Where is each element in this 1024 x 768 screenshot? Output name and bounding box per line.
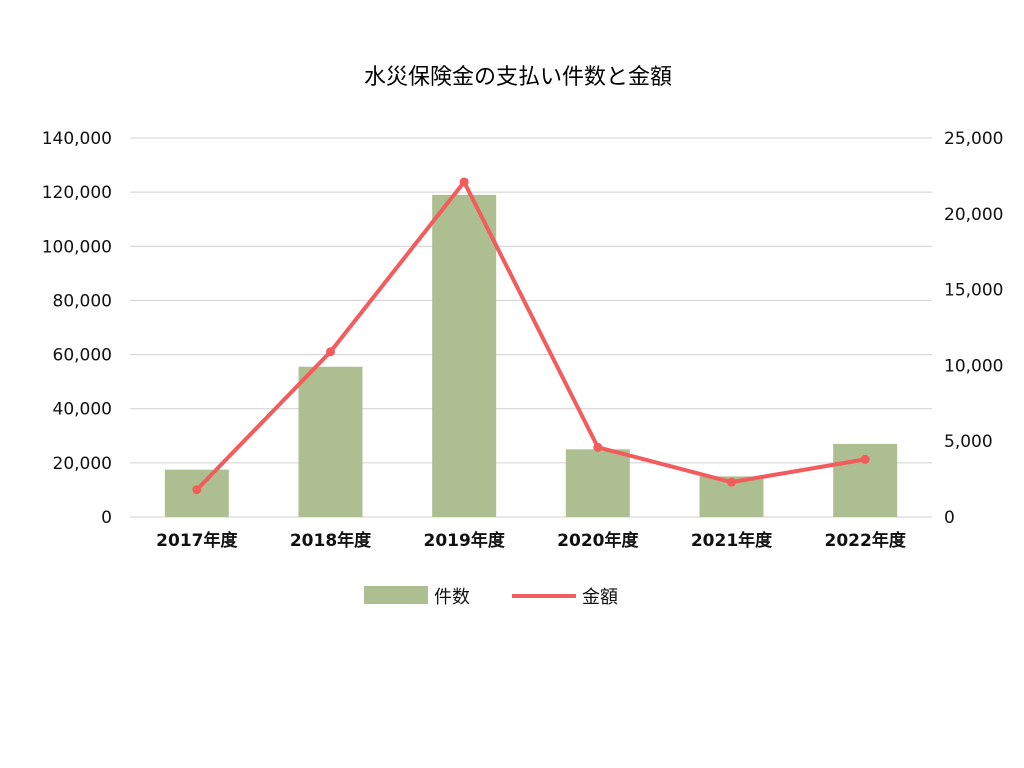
line-point [860,454,870,464]
right-tick-label: 25,000 [944,129,1003,149]
line-point [192,485,202,495]
bar-series [164,194,898,517]
bar [432,194,497,517]
legend-label-line: 金額 [582,587,618,608]
bar [565,449,630,517]
left-tick-label: 120,000 [42,183,112,203]
left-tick-label: 20,000 [53,454,112,474]
bar [298,366,363,517]
category-label: 2021年度 [691,530,773,551]
category-label: 2019年度 [424,530,506,551]
left-tick-label: 80,000 [53,291,112,311]
line-path [195,179,866,492]
category-labels: 2017年度 2018年度 2019年度 2020年度 2021年度 2022年度 [156,530,907,551]
category-label: 2020年度 [557,530,639,551]
line-series [192,177,870,495]
left-tick-label: 0 [101,508,112,528]
line-point [593,442,603,452]
gridlines [130,137,932,518]
category-label: 2022年度 [825,530,907,551]
category-label: 2018年度 [290,530,372,551]
legend-swatch-bar [364,586,428,604]
chart-title: 水災保険金の支払い件数と金額 [364,65,672,90]
left-axis-ticks: 0 20,000 40,000 60,000 80,000 100,000 120,000 1… [42,129,112,528]
right-tick-label: 10,000 [944,356,1003,376]
legend-label-bar: 件数 [434,587,470,608]
right-tick-label: 0 [944,508,955,528]
right-axis-ticks: 0 5,000 10,000 15,000 20,000 25,000 [944,129,1003,528]
left-tick-label: 140,000 [42,129,112,149]
left-tick-label: 100,000 [42,237,112,257]
line-point [326,347,335,357]
right-tick-label: 20,000 [944,205,1003,225]
left-tick-label: 60,000 [53,346,112,366]
category-label: 2017年度 [156,530,238,551]
right-tick-label: 5,000 [944,432,993,452]
line-point [727,477,736,487]
legend: 件数 金額 [364,586,618,608]
bar [833,443,898,517]
left-tick-label: 40,000 [53,400,112,420]
right-tick-label: 15,000 [944,281,1003,301]
line-point [459,177,469,187]
